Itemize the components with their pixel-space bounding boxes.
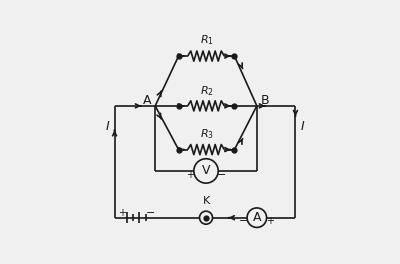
Text: $R_2$: $R_2$ <box>200 84 214 98</box>
Text: I: I <box>106 120 110 133</box>
Text: V: V <box>202 164 210 177</box>
Text: −: − <box>239 216 248 226</box>
Text: B: B <box>261 94 270 107</box>
Text: +: + <box>118 208 126 218</box>
Text: −: − <box>217 169 226 180</box>
Text: A: A <box>252 211 261 224</box>
Text: $R_3$: $R_3$ <box>200 128 214 142</box>
Circle shape <box>247 208 266 228</box>
Text: K: K <box>202 196 210 206</box>
Text: $R_1$: $R_1$ <box>200 33 214 47</box>
Text: −: − <box>146 208 155 218</box>
Circle shape <box>194 159 218 183</box>
Text: +: + <box>186 169 194 180</box>
Text: +: + <box>266 216 274 226</box>
Circle shape <box>200 211 212 224</box>
Text: I: I <box>300 120 304 133</box>
Text: A: A <box>143 94 151 107</box>
